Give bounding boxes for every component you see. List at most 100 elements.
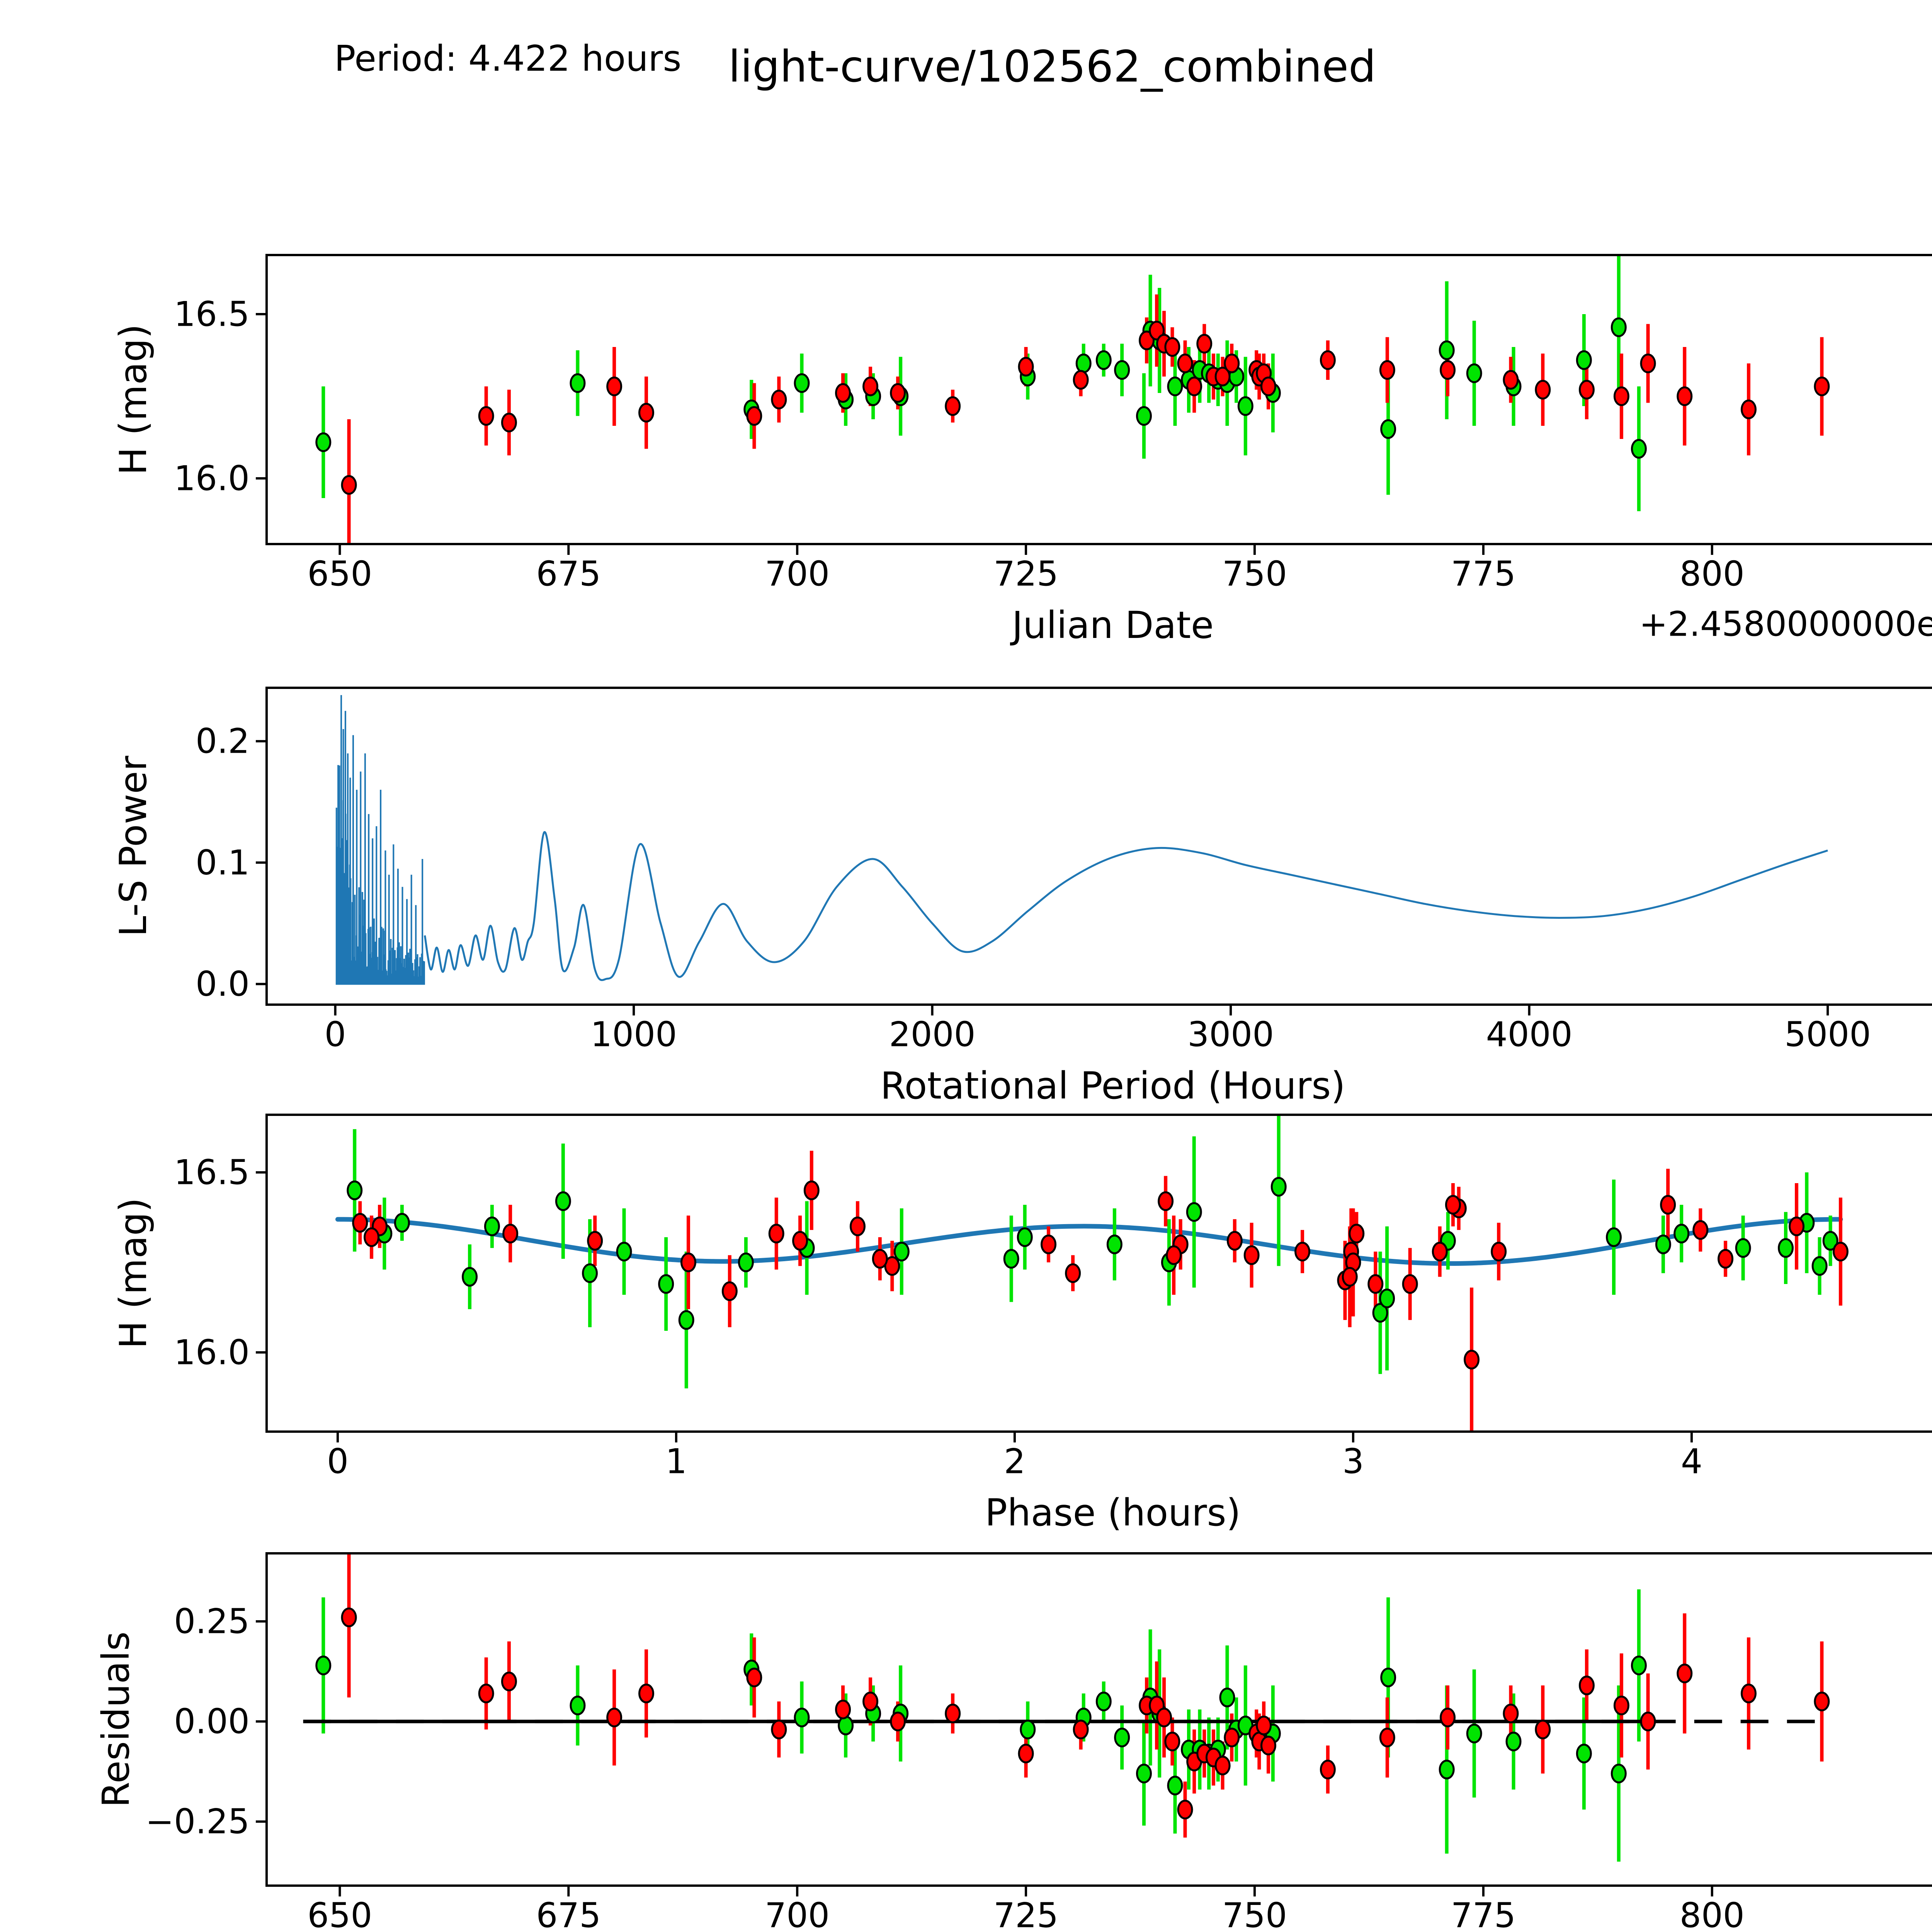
data-point-red xyxy=(1440,1708,1456,1728)
data-point-green xyxy=(616,1242,632,1262)
y-tick-label: 0.1 xyxy=(196,843,250,883)
x-tick-label: 675 xyxy=(536,1896,601,1932)
data-point-green xyxy=(1114,1728,1130,1748)
data-point-green xyxy=(1237,396,1253,416)
panel-lightcurve: 650 675 700 725 750 775 800 16.0 16.5 Julian Date… xyxy=(112,254,1932,647)
data-point-red xyxy=(835,1699,851,1719)
panel-residuals: 650675700725750775800−0.250.000.25Julian… xyxy=(94,1552,1932,1932)
x-tick-label: 0 xyxy=(327,1442,349,1481)
data-point-red xyxy=(478,1684,494,1704)
data-point-red xyxy=(1018,1743,1034,1764)
data-point-green xyxy=(555,1191,571,1211)
x-tick-label: 725 xyxy=(993,1896,1058,1932)
data-point-red xyxy=(1294,1242,1311,1262)
data-point-green xyxy=(1167,1776,1183,1796)
data-point-red xyxy=(352,1213,368,1233)
data-point-green xyxy=(1219,1687,1235,1708)
data-point-red xyxy=(638,403,655,423)
data-point-red xyxy=(1158,1191,1174,1211)
residuals-data-area xyxy=(303,1553,1830,1862)
y-tick-label: −0.25 xyxy=(145,1802,250,1842)
data-point-green xyxy=(1576,350,1592,370)
data-point-red xyxy=(1379,1728,1395,1748)
data-point-green xyxy=(1003,1249,1019,1269)
data-point-green xyxy=(570,373,586,393)
data-point-green xyxy=(738,1252,754,1272)
data-point-green xyxy=(1822,1231,1838,1251)
data-point-green xyxy=(1505,1731,1522,1752)
data-point-red xyxy=(1224,1728,1240,1748)
data-point-red xyxy=(768,1224,784,1243)
data-point-green xyxy=(1136,406,1152,426)
data-point-green xyxy=(658,1274,674,1294)
data-point-red xyxy=(1613,1696,1629,1716)
data-point-green xyxy=(1095,1691,1112,1711)
data-point-red xyxy=(1243,1245,1260,1265)
data-point-green xyxy=(1075,354,1092,373)
data-point-red xyxy=(1464,1350,1480,1370)
x-tick-label: 800 xyxy=(1680,554,1745,594)
data-point-green xyxy=(1270,1177,1287,1197)
data-point-red xyxy=(1740,400,1757,419)
data-point-red xyxy=(1214,367,1231,386)
data-point-red xyxy=(862,1691,879,1711)
x-tick-label: 2000 xyxy=(889,1015,976,1054)
period-label: Period: 4.422 hours xyxy=(334,38,682,79)
data-point-red xyxy=(1491,1242,1507,1262)
x-axis-offset-label: +2.4580000000e6 xyxy=(1639,604,1932,644)
x-tick-label: 775 xyxy=(1451,554,1516,594)
x-tick-label: 725 xyxy=(993,554,1058,594)
data-point-green xyxy=(678,1310,694,1330)
data-point-red xyxy=(835,383,851,403)
axes-frame xyxy=(265,687,1932,1006)
axes-frame xyxy=(265,1552,1932,1887)
data-point-red xyxy=(945,1703,961,1723)
data-point-green xyxy=(462,1267,478,1287)
x-tick-label: 4000 xyxy=(1486,1015,1573,1054)
data-point-red xyxy=(1432,1242,1448,1262)
x-tick-label: 750 xyxy=(1222,554,1287,594)
x-axis-label: Phase (hours) xyxy=(985,1491,1241,1534)
data-point-red xyxy=(1073,1719,1089,1740)
data-point-red xyxy=(680,1252,696,1272)
data-point-green xyxy=(1655,1234,1671,1254)
data-point-green xyxy=(1095,350,1112,370)
data-point-red xyxy=(1578,380,1595,400)
y-tick-label: 16.0 xyxy=(174,459,250,498)
data-point-red xyxy=(1677,1663,1693,1684)
data-point-red xyxy=(606,376,622,396)
data-point-red xyxy=(1226,1231,1243,1251)
data-point-green xyxy=(1735,1238,1751,1258)
data-point-red xyxy=(1018,357,1034,377)
data-point-green xyxy=(1605,1227,1622,1247)
data-point-red xyxy=(1320,350,1336,370)
data-point-red xyxy=(1613,386,1629,406)
data-point-red xyxy=(364,1227,380,1247)
data-point-green xyxy=(1631,1655,1647,1675)
data-point-green xyxy=(1017,1227,1033,1247)
x-axis-label: Julian Date xyxy=(1010,604,1214,647)
data-point-red xyxy=(803,1180,820,1201)
data-point-red xyxy=(721,1281,738,1301)
data-point-green xyxy=(1439,1760,1455,1780)
x-tick-label: 3 xyxy=(1342,1442,1364,1481)
data-point-red xyxy=(501,1672,517,1692)
data-point-green xyxy=(794,373,810,393)
data-point-red xyxy=(890,383,906,403)
data-point-green xyxy=(1186,1202,1202,1222)
data-point-red xyxy=(1379,360,1395,380)
data-point-green xyxy=(893,1242,910,1262)
data-point-red xyxy=(1156,1708,1172,1728)
y-axis-label: H (mag) xyxy=(112,1198,155,1349)
y-tick-label: 0.2 xyxy=(196,721,250,761)
data-point-red xyxy=(1789,1216,1805,1236)
data-point-green xyxy=(347,1180,363,1201)
data-point-green xyxy=(570,1696,586,1716)
data-point-red xyxy=(945,396,961,416)
data-point-green xyxy=(1777,1238,1794,1258)
data-point-red xyxy=(1692,1220,1709,1240)
data-point-green xyxy=(1380,1667,1396,1687)
data-point-green xyxy=(1379,1288,1395,1308)
data-point-green xyxy=(1466,1723,1482,1743)
